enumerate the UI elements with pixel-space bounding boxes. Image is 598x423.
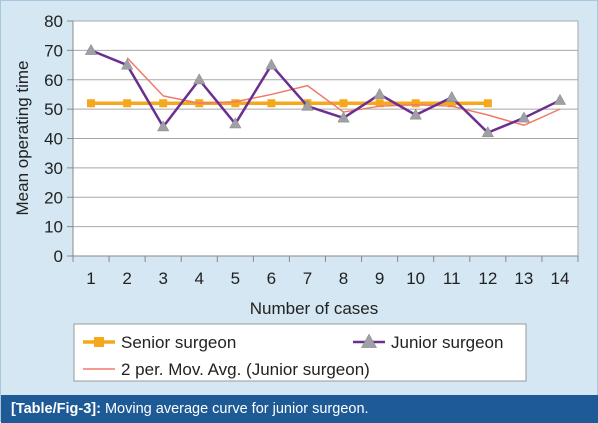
y-tick-label: 70 [44, 41, 63, 60]
x-tick-label: 10 [406, 269, 425, 288]
y-tick-label: 30 [44, 159, 63, 178]
x-tick-label: 9 [375, 269, 384, 288]
x-tick-label: 7 [303, 269, 312, 288]
data-point [267, 99, 276, 108]
x-tick-label: 3 [158, 269, 167, 288]
legend: Senior surgeon Junior surgeon 2 per. Mov. … [73, 323, 527, 382]
data-point [553, 93, 567, 105]
caption-text: Moving average curve for junior surgeon. [100, 401, 369, 417]
y-tick-label: 60 [44, 71, 63, 90]
data-point [157, 120, 170, 132]
x-tick-label: 2 [122, 269, 131, 288]
data-point [375, 99, 384, 108]
y-axis-label: Mean operating time [13, 61, 32, 216]
x-tick-label: 8 [339, 269, 348, 288]
caption-label: [Table/Fig-3]: [11, 401, 101, 417]
x-axis-label: Number of cases [250, 299, 379, 318]
series-1 [84, 43, 567, 138]
data-point [265, 58, 278, 70]
x-tick-label: 11 [443, 269, 461, 288]
y-tick-label: 40 [44, 130, 63, 149]
y-tick-label: 10 [44, 218, 63, 237]
series [84, 43, 567, 138]
data-point [120, 58, 134, 70]
data-point [373, 87, 386, 99]
axes [67, 20, 579, 262]
x-tick-label: 14 [551, 269, 570, 288]
legend-entry: Senior surgeon [83, 333, 236, 352]
legend-entry: Junior surgeon [353, 333, 503, 352]
x-tick-label: 6 [267, 269, 276, 288]
x-tick-label: 5 [231, 269, 240, 288]
legend-label: 2 per. Mov. Avg. (Junior surgeon) [121, 360, 370, 379]
x-tick-label: 1 [86, 269, 95, 288]
data-point [481, 126, 494, 138]
x-tick-label: 12 [478, 269, 497, 288]
y-tick-label: 80 [44, 12, 63, 31]
data-point [193, 73, 206, 85]
data-point [87, 99, 96, 108]
figure-caption: [Table/Fig-3]: Moving average curve for … [1, 395, 598, 423]
legend-box [73, 323, 527, 382]
data-point [517, 111, 531, 123]
legend-label: Junior surgeon [391, 333, 503, 352]
data-point [409, 108, 422, 120]
data-point [159, 99, 168, 108]
data-point [339, 99, 348, 108]
data-point [231, 99, 240, 108]
x-tick-label: 13 [514, 269, 533, 288]
legend-label: Senior surgeon [121, 333, 236, 352]
legend-entry: 2 per. Mov. Avg. (Junior surgeon) [83, 360, 370, 379]
data-point [84, 43, 98, 55]
data-point [337, 111, 350, 123]
y-tick-label: 0 [54, 247, 63, 266]
series-line [90, 49, 561, 134]
data-point [301, 99, 314, 111]
data-point [229, 117, 242, 129]
y-tick-label: 20 [44, 188, 63, 207]
x-tick-label: 4 [195, 269, 204, 288]
data-point [123, 99, 132, 108]
data-point [447, 99, 456, 108]
legend-marker [360, 333, 378, 348]
data-point [411, 99, 420, 108]
data-point [445, 90, 458, 102]
data-point [483, 99, 492, 108]
legend-marker [94, 337, 104, 347]
y-tick-label: 50 [44, 100, 63, 119]
